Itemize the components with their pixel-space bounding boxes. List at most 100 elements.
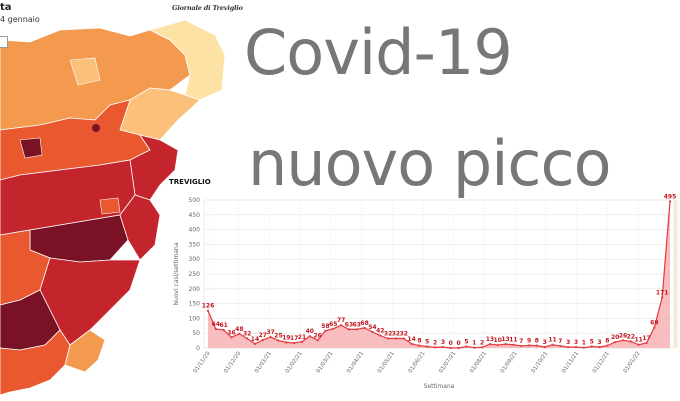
- data-point: [520, 344, 523, 348]
- data-point: [606, 344, 609, 347]
- data-point: [387, 337, 390, 340]
- data-label: 5: [464, 339, 468, 346]
- newspaper-logo: Giornale di Treviglio: [172, 4, 243, 12]
- data-label: 5: [425, 339, 429, 346]
- data-label: 2: [433, 339, 437, 346]
- x-tick-label: 01/02/21: [285, 351, 304, 375]
- y-tick-label: 150: [189, 301, 201, 308]
- data-point: [661, 296, 664, 299]
- data-label: 495: [664, 193, 677, 200]
- data-point: [379, 334, 382, 337]
- data-label: 19: [282, 334, 290, 341]
- map-region-east-red: [129, 134, 179, 201]
- data-label: 2: [480, 339, 484, 346]
- data-label: 69: [650, 320, 658, 327]
- data-point: [473, 346, 476, 349]
- x-tick-label: 01/11/20: [193, 350, 212, 374]
- headline-line-2: nuovo picco: [248, 127, 612, 200]
- data-point: [637, 343, 640, 346]
- y-tick-label: 500: [189, 197, 201, 204]
- data-point: [214, 327, 217, 331]
- data-point: [574, 346, 578, 349]
- y-tick-label: 100: [189, 315, 201, 322]
- x-tick-label: 01/05/21: [377, 351, 396, 375]
- data-label: 0: [456, 340, 460, 347]
- x-tick-label: 01/12/20: [223, 350, 242, 374]
- x-tick-label: 01/01/21: [254, 351, 273, 375]
- data-label: 13: [501, 336, 509, 343]
- data-label: 37: [266, 329, 274, 336]
- data-point: [238, 332, 241, 335]
- data-label: 3: [574, 339, 578, 346]
- data-label: 22: [627, 333, 635, 340]
- x-tick-label: 01/07/21: [438, 351, 457, 375]
- data-label: 14: [407, 336, 415, 343]
- data-label: 1: [472, 340, 476, 347]
- data-point: [363, 326, 366, 329]
- data-point: [527, 344, 531, 347]
- data-label: 3: [543, 339, 547, 346]
- data-point: [222, 328, 225, 332]
- data-point: [246, 337, 249, 340]
- data-point: [496, 343, 499, 347]
- x-tick-label: 01/12/21: [592, 351, 611, 375]
- data-point: [645, 341, 648, 345]
- data-point: [269, 335, 272, 339]
- y-tick-label: 50: [192, 330, 200, 337]
- data-label: 13: [486, 336, 494, 343]
- map-subtitle: 4 gennaio: [0, 15, 40, 24]
- data-label: 3: [441, 339, 445, 346]
- data-point: [426, 345, 429, 348]
- y-tick-label: 300: [189, 256, 201, 263]
- map-title: ta: [0, 2, 12, 13]
- chart-grid: [203, 199, 675, 349]
- map-region-small-peach: [69, 57, 101, 86]
- data-point: [371, 330, 374, 334]
- data-point: [402, 337, 405, 340]
- data-label: 171: [656, 289, 669, 296]
- data-label: 17: [290, 335, 298, 342]
- data-point: [418, 344, 421, 347]
- data-label: 63: [345, 321, 353, 328]
- data-point: [653, 326, 656, 329]
- data-point: [277, 339, 280, 342]
- x-tick-label: 01/06/21: [408, 351, 427, 375]
- data-label: 65: [329, 321, 337, 328]
- data-point: [340, 324, 343, 327]
- data-label: 11: [509, 337, 517, 344]
- data-point: [559, 344, 562, 348]
- data-label: 7: [519, 338, 523, 345]
- map-region-bottom-east: [64, 329, 106, 373]
- data-point: [308, 335, 311, 338]
- data-point: [230, 336, 233, 339]
- data-label: 64: [212, 321, 220, 328]
- data-point: [629, 340, 632, 343]
- data-point: [512, 343, 515, 346]
- data-point: [316, 339, 319, 342]
- y-tick-label: 250: [189, 271, 201, 278]
- data-point: [449, 346, 452, 350]
- map-region-south-east: [119, 194, 161, 261]
- data-label: 11: [548, 337, 556, 344]
- data-point: [300, 340, 304, 343]
- covid-map: ta 4 gennaio: [0, 0, 226, 401]
- data-label: 21: [298, 334, 306, 341]
- map-legend-checkbox[interactable]: [0, 36, 8, 48]
- data-label: 68: [360, 320, 368, 327]
- data-label: 63: [353, 321, 361, 328]
- data-label: 25: [274, 333, 282, 340]
- data-point: [293, 341, 296, 345]
- data-point: [590, 345, 593, 348]
- y-tick-label: 400: [189, 227, 201, 234]
- data-point: [324, 329, 327, 332]
- data-point: [332, 327, 335, 330]
- data-label: 8: [605, 338, 609, 345]
- y-tick-label: 200: [189, 286, 201, 293]
- data-point: [206, 309, 210, 312]
- data-label: 1: [582, 340, 586, 347]
- data-point: [433, 346, 437, 349]
- data-label: 8: [535, 338, 539, 345]
- data-point: [480, 346, 484, 349]
- data-label: 27: [259, 332, 267, 339]
